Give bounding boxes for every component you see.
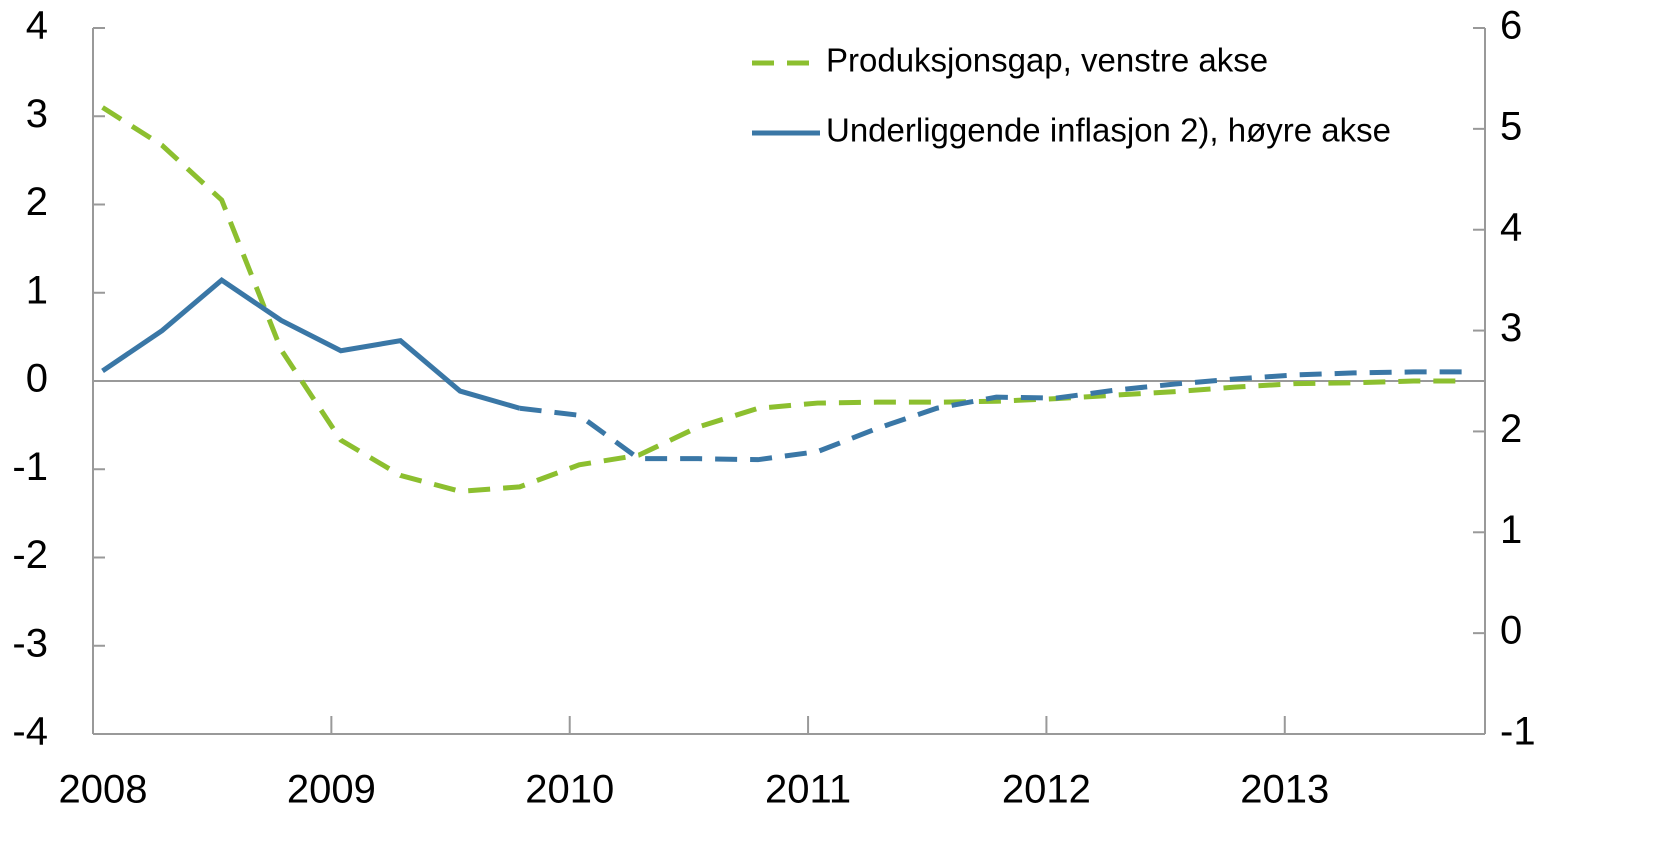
- series-line: [101, 277, 521, 411]
- y-tick-label: -1: [12, 445, 48, 489]
- y2-tick-label: 1: [1500, 508, 1522, 552]
- x-tick-label: 2012: [1002, 768, 1091, 812]
- series-line: [519, 369, 1466, 463]
- y2-tick-label: 3: [1500, 306, 1522, 350]
- series-line: [101, 105, 1466, 494]
- x-tick-label: 2011: [765, 768, 851, 812]
- y-tick-label: 4: [26, 4, 48, 48]
- x-tick-label: 2010: [525, 768, 614, 812]
- y2-tick-label: 4: [1500, 205, 1522, 249]
- x-tick-label: 2009: [287, 768, 376, 812]
- y-tick-label: 1: [26, 268, 48, 312]
- y2-tick-label: 2: [1500, 407, 1522, 451]
- x-tick-label: 2008: [59, 768, 148, 812]
- y2-tick-label: 5: [1500, 104, 1522, 148]
- y-tick-label: -3: [12, 621, 48, 665]
- x-tick-label: 2013: [1240, 768, 1329, 812]
- y-tick-label: -4: [12, 710, 48, 754]
- y-tick-label: 2: [26, 180, 48, 224]
- y2-tick-label: 0: [1500, 609, 1522, 653]
- y2-tick-label: -1: [1500, 710, 1536, 754]
- legend-label: Produksjonsgap, venstre akse: [826, 42, 1268, 79]
- y-tick-label: 3: [26, 92, 48, 136]
- legend-label: Underliggende inflasjon 2), høyre akse: [826, 112, 1391, 149]
- y2-tick-label: 6: [1500, 4, 1522, 48]
- y-tick-label: 0: [26, 357, 48, 401]
- y-tick-label: -2: [12, 533, 48, 577]
